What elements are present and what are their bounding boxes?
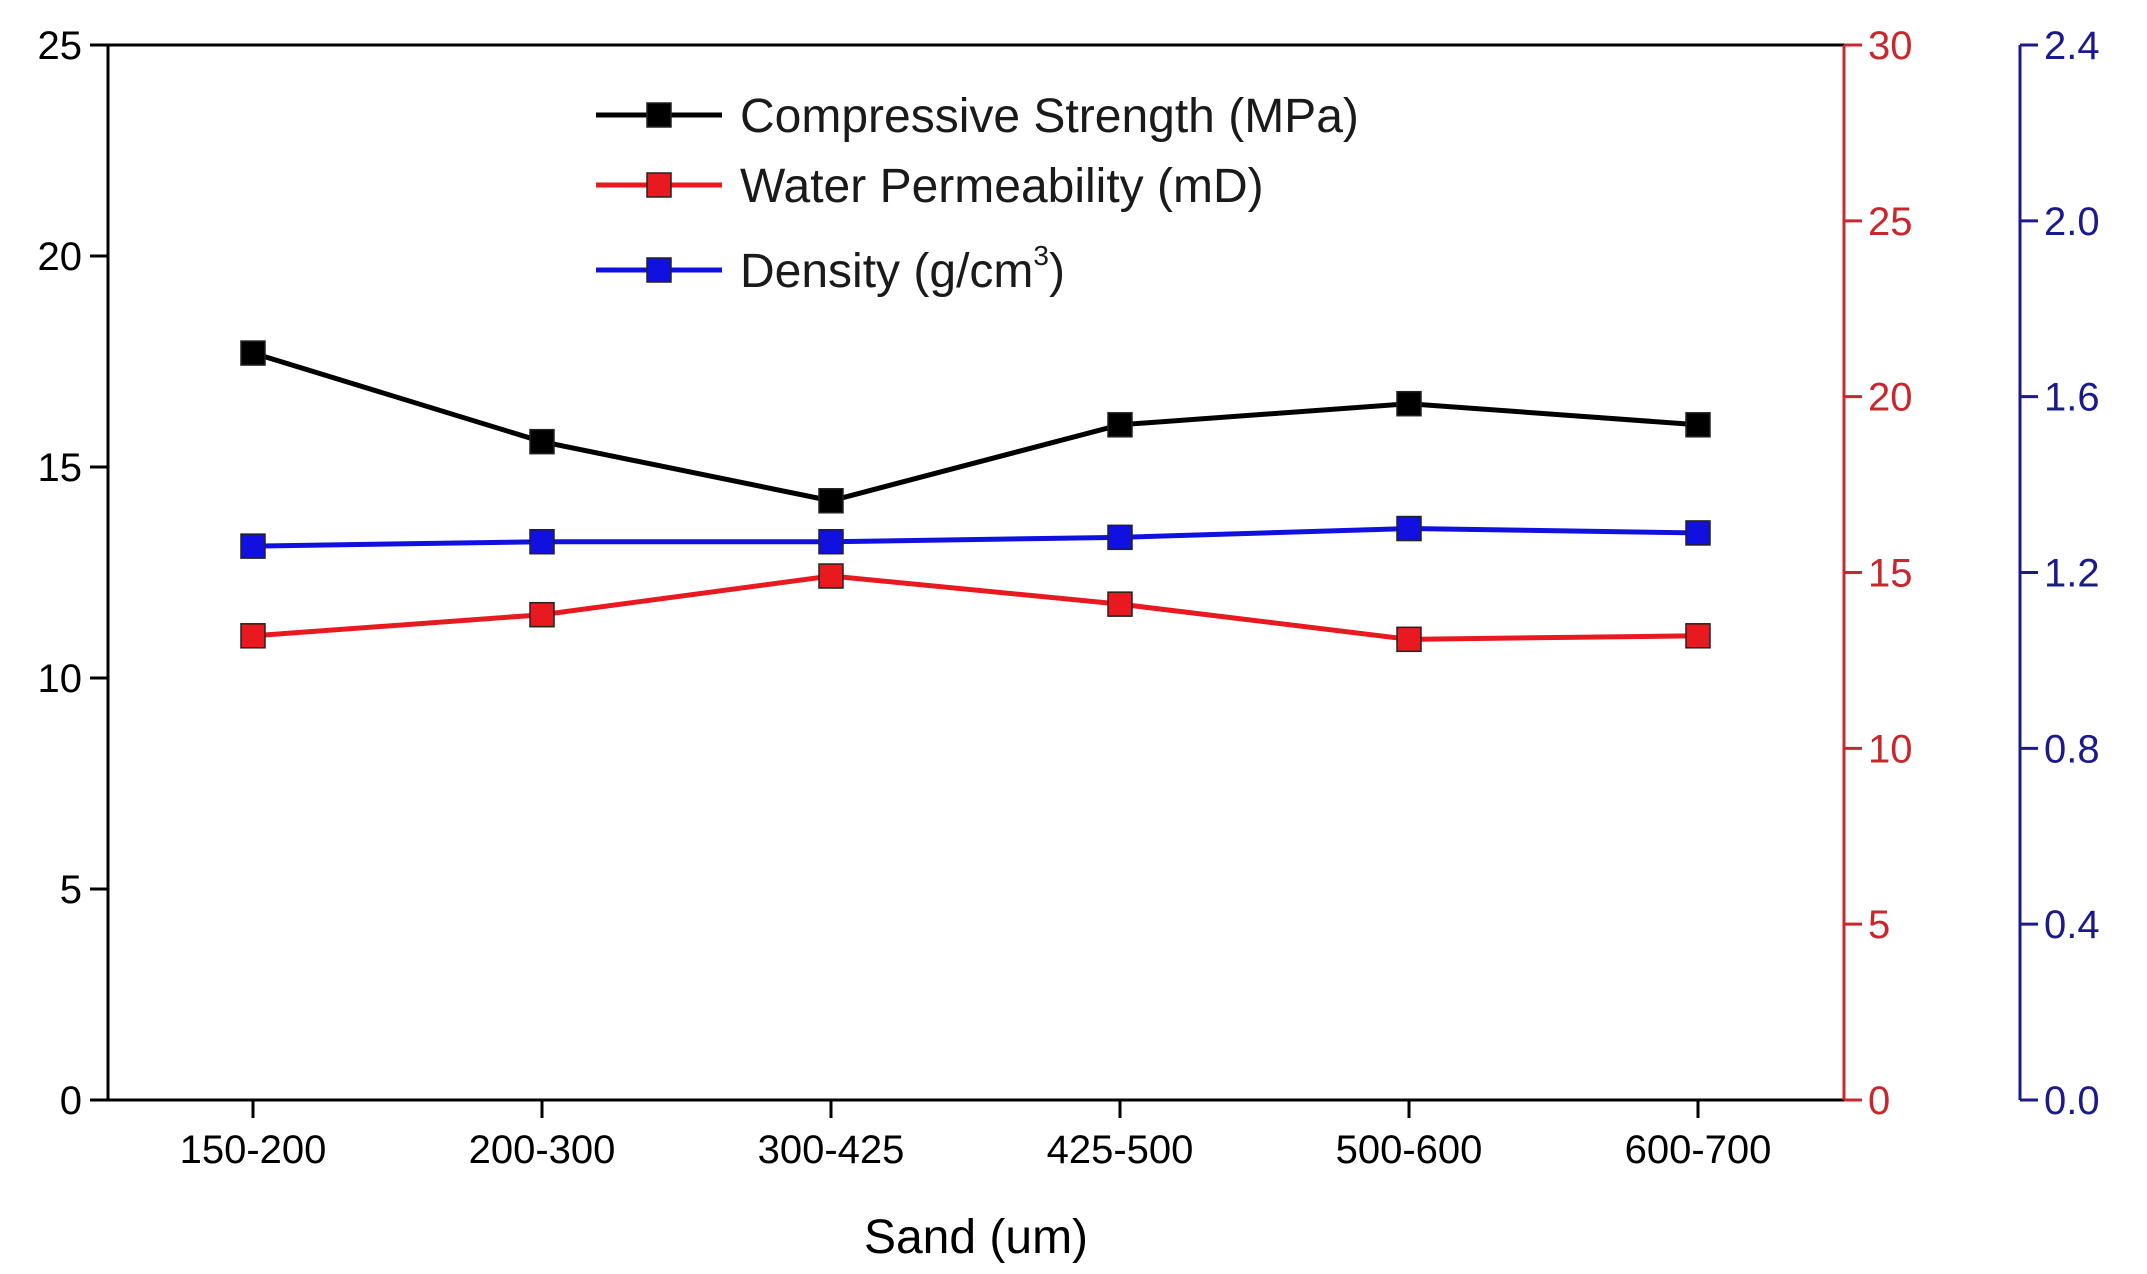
x-tick-label-500-600: 500-600 [1336, 1128, 1483, 1172]
y1-tick-label-20: 20 [38, 235, 83, 279]
y1-tick-label-10: 10 [38, 657, 83, 701]
series-2-point-200-300 [529, 528, 555, 555]
y3-tick-label-0.8: 0.8 [2044, 727, 2100, 771]
y1-tick-label-5: 5 [60, 868, 82, 912]
y2-tick-label-5: 5 [1868, 903, 1890, 947]
legend-label-superscript: 3 [1033, 240, 1049, 271]
series-1-point-300-425 [818, 563, 844, 589]
legend-label-main: Density (g/cm [740, 245, 1033, 298]
series-2-point-150-200 [240, 533, 266, 559]
y2-tick-label-30: 30 [1868, 24, 1913, 68]
series-0-point-500-600 [1396, 390, 1422, 417]
series-line-2 [252, 526, 1699, 549]
legend-label-tail: ) [1049, 245, 1065, 298]
y2-tick-label-15: 15 [1868, 552, 1913, 596]
legend-marker-1 [646, 172, 672, 198]
series-1-point-425-500 [1107, 591, 1133, 617]
legend-entry-0: Compressive Strength (MPa) [596, 90, 1359, 143]
y3-tick-label-0.0: 0.0 [2044, 1079, 2100, 1123]
series-1-point-500-600 [1396, 626, 1422, 653]
series-0-point-600-700 [1685, 412, 1711, 438]
series-0-point-300-425 [818, 488, 844, 514]
y2-tick-label-0: 0 [1868, 1079, 1890, 1123]
series-2-point-425-500 [1107, 524, 1133, 551]
y1-tick-label-25: 25 [38, 24, 83, 68]
axes-layer: 150-200 200-300 300-425 425-500 500-600 600-7… [38, 24, 2100, 1264]
legend-entry-1: Water Permeability (mD) [596, 160, 1264, 213]
legend-label-2: Density (g/cm3) [740, 240, 1065, 298]
series-2-point-500-600 [1396, 515, 1422, 542]
series-2 [240, 515, 1711, 559]
legend-marker-2 [646, 257, 672, 283]
y3-tick-label-0.4: 0.4 [2044, 903, 2100, 947]
series-1-point-600-700 [1685, 623, 1711, 649]
legend: Compressive Strength (MPa) Water Permeabi… [596, 90, 1359, 298]
series-1-point-150-200 [240, 623, 266, 649]
legend-label-1: Water Permeability (mD) [740, 160, 1264, 213]
series-line-0 [252, 350, 1699, 504]
series-1 [240, 563, 1711, 653]
x-tick-label-425-500: 425-500 [1047, 1128, 1194, 1172]
legend-label-0: Compressive Strength (MPa) [740, 90, 1359, 143]
y1-tick-label-0: 0 [60, 1079, 82, 1123]
series-0 [240, 340, 1711, 514]
x-tick-label-150-200: 150-200 [180, 1128, 327, 1172]
series-layer [240, 340, 1711, 653]
series-0-point-425-500 [1107, 412, 1133, 438]
series-2-point-600-700 [1685, 520, 1711, 546]
x-tick-label-600-700: 600-700 [1625, 1128, 1772, 1172]
x-axis-title: Sand (um) [864, 1211, 1088, 1264]
series-0-point-200-300 [529, 428, 555, 455]
x-tick-label-300-425: 300-425 [758, 1128, 905, 1172]
series-1-point-200-300 [529, 601, 555, 628]
y2-tick-label-20: 20 [1868, 376, 1913, 420]
y3-tick-label-1.2: 1.2 [2044, 552, 2100, 596]
series-line-1 [252, 573, 1699, 642]
y2-tick-label-10: 10 [1868, 727, 1913, 771]
y2-tick-label-25: 25 [1868, 200, 1913, 244]
x-tick-label-200-300: 200-300 [469, 1128, 616, 1172]
y3-tick-label-2.4: 2.4 [2044, 24, 2100, 68]
y3-tick-label-2.0: 2.0 [2044, 200, 2100, 244]
y1-tick-label-15: 15 [38, 446, 83, 490]
series-2-point-300-425 [818, 528, 844, 555]
legend-marker-0 [646, 102, 672, 128]
series-0-point-150-200 [240, 340, 266, 366]
y3-tick-label-1.6: 1.6 [2044, 376, 2100, 420]
legend-entry-2: Density (g/cm3) [596, 240, 1065, 298]
